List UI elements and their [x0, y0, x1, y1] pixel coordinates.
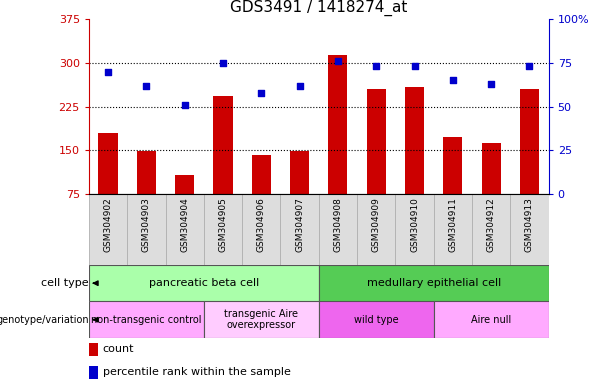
Point [256, 89, 266, 96]
Bar [443, 137, 462, 194]
Bar [510, 194, 549, 265]
Bar [405, 87, 424, 194]
Bar [128, 194, 166, 265]
Point [218, 60, 228, 66]
Text: GSM304904: GSM304904 [180, 197, 189, 252]
Bar [472, 194, 510, 265]
Point [333, 58, 343, 64]
Text: pancreatic beta cell: pancreatic beta cell [149, 278, 259, 288]
Bar [434, 194, 472, 265]
Title: GDS3491 / 1418274_at: GDS3491 / 1418274_at [230, 0, 408, 17]
Text: GSM304911: GSM304911 [448, 197, 457, 252]
Bar [89, 265, 319, 301]
Text: GSM304905: GSM304905 [218, 197, 227, 252]
Text: percentile rank within the sample: percentile rank within the sample [103, 367, 291, 377]
Text: GSM304909: GSM304909 [371, 197, 381, 252]
Text: GSM304913: GSM304913 [525, 197, 534, 252]
Bar [434, 301, 549, 338]
Point [103, 69, 113, 75]
Bar [166, 194, 204, 265]
Point [448, 77, 458, 83]
Bar [204, 194, 242, 265]
Point [180, 102, 189, 108]
Bar [520, 89, 539, 194]
Text: GSM304902: GSM304902 [104, 197, 113, 252]
Bar [482, 143, 501, 194]
Text: GSM304910: GSM304910 [410, 197, 419, 252]
Point [295, 83, 305, 89]
Bar [329, 55, 348, 194]
Bar [89, 343, 98, 356]
Bar [281, 194, 319, 265]
Text: Aire null: Aire null [471, 314, 511, 325]
Bar [89, 366, 98, 379]
Point [142, 83, 151, 89]
Text: GSM304906: GSM304906 [257, 197, 266, 252]
Bar [242, 194, 281, 265]
Point [525, 63, 535, 70]
Bar [175, 175, 194, 194]
Bar [204, 301, 319, 338]
Text: GSM304907: GSM304907 [295, 197, 304, 252]
Text: transgenic Aire
overexpressor: transgenic Aire overexpressor [224, 309, 299, 331]
Point [371, 63, 381, 70]
Bar [89, 194, 128, 265]
Text: genotype/variation: genotype/variation [0, 314, 89, 325]
Bar [89, 301, 204, 338]
Text: non-transgenic control: non-transgenic control [91, 314, 202, 325]
Bar [99, 133, 118, 194]
Bar [395, 194, 434, 265]
Bar [290, 151, 309, 194]
Text: count: count [103, 344, 134, 354]
Text: GSM304908: GSM304908 [333, 197, 343, 252]
Bar [213, 96, 232, 194]
Bar [137, 151, 156, 194]
Text: GSM304912: GSM304912 [487, 197, 496, 252]
Bar [367, 89, 386, 194]
Bar [252, 155, 271, 194]
Bar [357, 194, 395, 265]
Bar [319, 301, 434, 338]
Bar [319, 265, 549, 301]
Point [486, 81, 496, 87]
Text: wild type: wild type [354, 314, 398, 325]
Point [409, 63, 419, 70]
Text: cell type: cell type [41, 278, 89, 288]
Text: GSM304903: GSM304903 [142, 197, 151, 252]
Text: medullary epithelial cell: medullary epithelial cell [367, 278, 501, 288]
Bar [319, 194, 357, 265]
